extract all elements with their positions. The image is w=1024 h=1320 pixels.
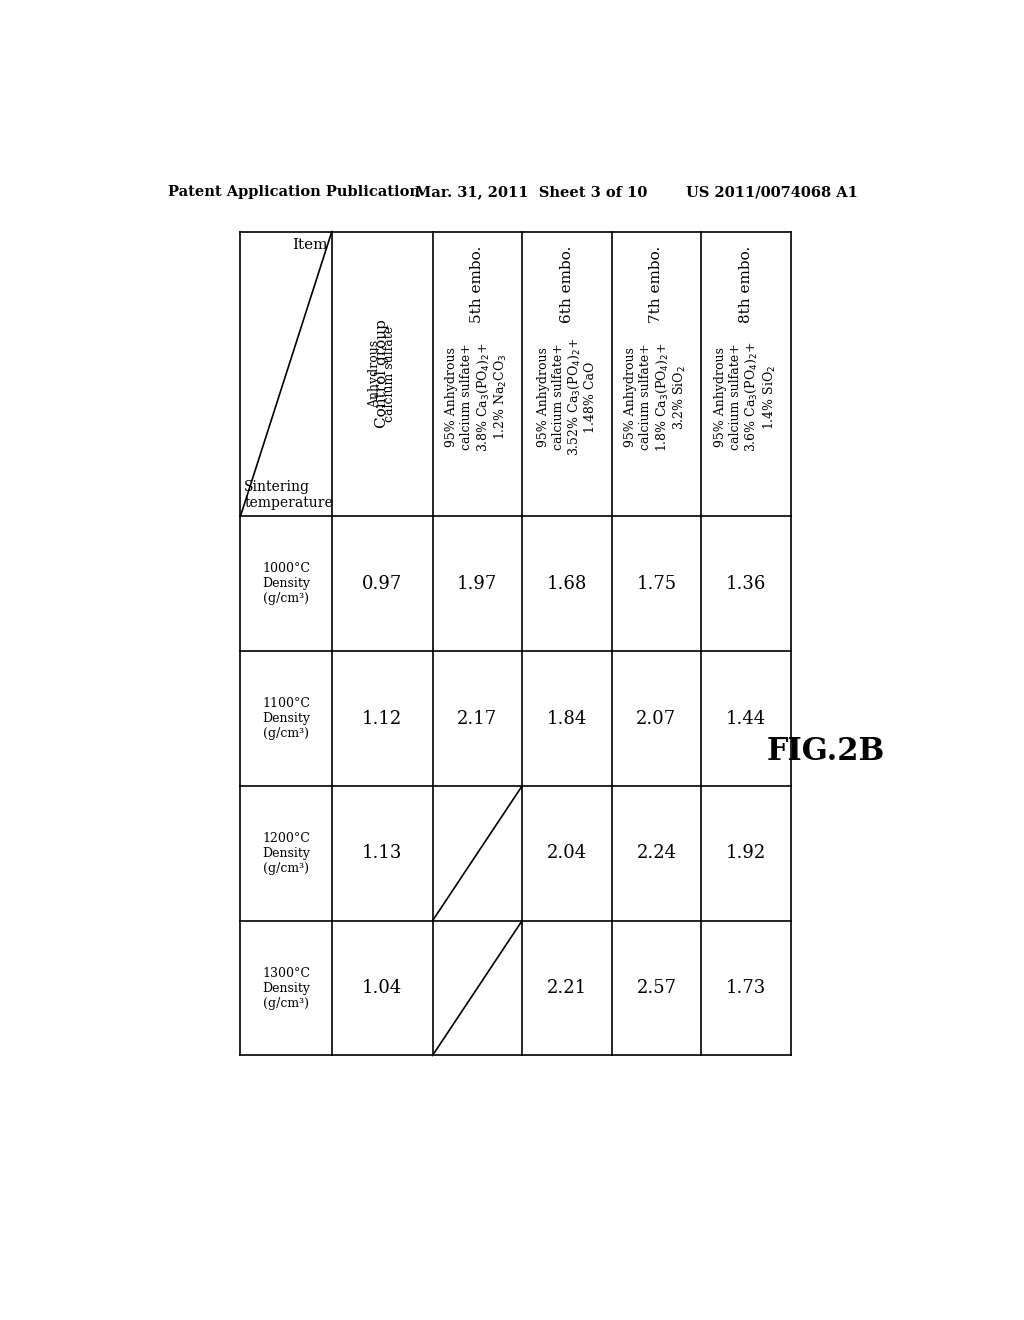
Text: 1.73: 1.73 <box>726 979 766 997</box>
Text: 2.21: 2.21 <box>547 979 587 997</box>
Text: 7th embo.: 7th embo. <box>649 246 664 322</box>
Text: Sintering
temperature: Sintering temperature <box>245 480 333 511</box>
Text: FIG.2B: FIG.2B <box>766 735 885 767</box>
Text: 95% Anhydrous
calcium sulfate+
3.8% Ca$_3$(PO$_4$)$_2$+
1.2% Na$_2$CO$_3$: 95% Anhydrous calcium sulfate+ 3.8% Ca$_… <box>445 342 509 453</box>
Text: 95% Anhydrous
calcium sulfate+
1.8% Ca$_3$(PO$_4$)$_2$+
3.2% SiO$_2$: 95% Anhydrous calcium sulfate+ 1.8% Ca$_… <box>625 342 688 453</box>
Text: 1000°C
Density
(g/cm³): 1000°C Density (g/cm³) <box>262 562 310 606</box>
Text: Anhydrous
calcium sulfate: Anhydrous calcium sulfate <box>369 326 396 422</box>
Text: 2.04: 2.04 <box>547 845 587 862</box>
Text: 1200°C
Density
(g/cm³): 1200°C Density (g/cm³) <box>262 832 310 875</box>
Text: US 2011/0074068 A1: US 2011/0074068 A1 <box>686 185 858 199</box>
Text: 6th embo.: 6th embo. <box>560 246 573 323</box>
Text: 1.12: 1.12 <box>362 710 402 727</box>
Text: 1.84: 1.84 <box>547 710 587 727</box>
Text: 0.97: 0.97 <box>362 574 402 593</box>
Text: 1.75: 1.75 <box>636 574 677 593</box>
Text: 2.57: 2.57 <box>636 979 677 997</box>
Text: Control group: Control group <box>375 319 389 429</box>
Text: 2.24: 2.24 <box>636 845 677 862</box>
Text: 1.44: 1.44 <box>726 710 766 727</box>
Text: 1.13: 1.13 <box>362 845 402 862</box>
Text: 1.68: 1.68 <box>547 574 587 593</box>
Text: Patent Application Publication: Patent Application Publication <box>168 185 420 199</box>
Text: 95% Anhydrous
calcium sulfate+
3.6% Ca$_3$(PO$_4$)$_2$+
1.4% SiO$_2$: 95% Anhydrous calcium sulfate+ 3.6% Ca$_… <box>714 342 778 453</box>
Text: 1300°C
Density
(g/cm³): 1300°C Density (g/cm³) <box>262 966 310 1010</box>
Text: 2.17: 2.17 <box>458 710 498 727</box>
Text: 1.97: 1.97 <box>457 574 498 593</box>
Text: 1.04: 1.04 <box>362 979 402 997</box>
Text: 8th embo.: 8th embo. <box>739 246 753 322</box>
Text: Item: Item <box>293 238 328 252</box>
Text: 1.92: 1.92 <box>726 845 766 862</box>
Text: 2.07: 2.07 <box>636 710 677 727</box>
Text: 5th embo.: 5th embo. <box>470 246 484 322</box>
Text: Mar. 31, 2011  Sheet 3 of 10: Mar. 31, 2011 Sheet 3 of 10 <box>415 185 647 199</box>
Text: 1100°C
Density
(g/cm³): 1100°C Density (g/cm³) <box>262 697 310 741</box>
Text: 95% Anhydrous
calcium sulfate+
3.52% Ca$_3$(PO$_4$)$_2$+
1.48% CaO: 95% Anhydrous calcium sulfate+ 3.52% Ca$… <box>537 338 597 457</box>
Text: 1.36: 1.36 <box>726 574 766 593</box>
